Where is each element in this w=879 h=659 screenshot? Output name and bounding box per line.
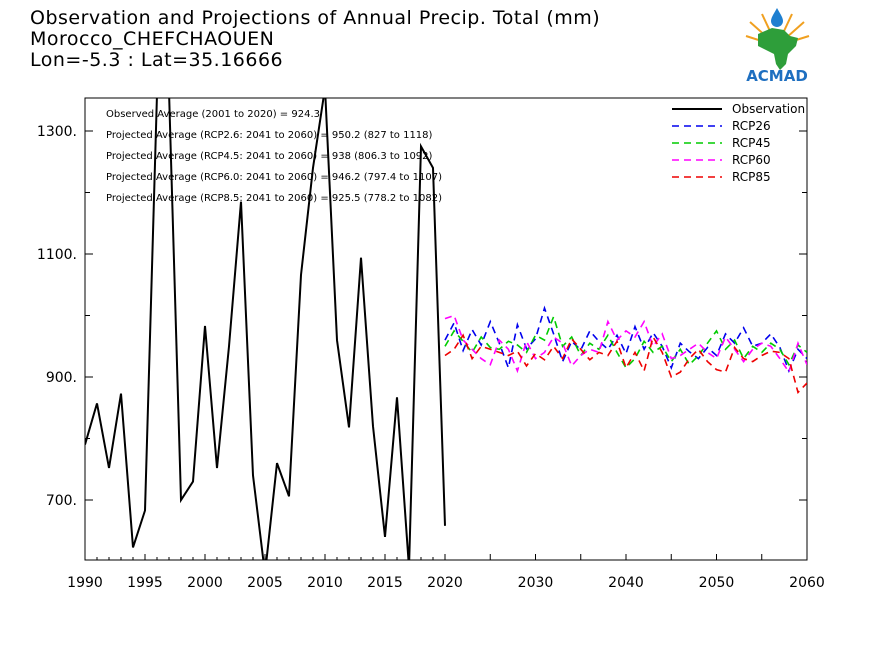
series-line-observation: [85, 98, 446, 560]
x-tick-label: 2040: [608, 575, 644, 591]
annotation-line: Observed Average (2001 to 2020) = 924.3: [106, 109, 320, 120]
location-name: Morocco_CHEFCHAOUEN: [30, 28, 275, 50]
y-tick-label: 1300.: [37, 124, 77, 140]
annotation-line: Projected Average (RCP4.5: 2041 to 2060)…: [106, 151, 433, 162]
acmad-logo: ACMAD: [736, 6, 818, 85]
acmad-logo-graphic: ACMAD: [745, 8, 810, 85]
logo-text: ACMAD: [746, 67, 808, 84]
series-line-rcp85: [444, 333, 807, 394]
legend-label: RCP26: [732, 119, 771, 133]
legend-label: RCP45: [732, 136, 771, 150]
legend-label: RCP85: [732, 170, 771, 184]
y-tick-label: 700.: [46, 493, 77, 509]
legend-label: RCP60: [732, 153, 771, 167]
logo-droplet-icon: [771, 8, 783, 27]
x-tick-label: 2020: [427, 575, 463, 591]
series-line-rcp45: [444, 314, 807, 370]
logo-africa-icon: [758, 28, 798, 70]
x-tick-label: 2060: [789, 575, 825, 591]
legend: Observation RCP26 RCP45 RCP60 RCP85: [672, 102, 805, 184]
x-tick-label: 2000: [187, 575, 223, 591]
x-tick-label: 2010: [307, 575, 343, 591]
series-layer: [85, 98, 807, 560]
chart-title-block: Observation and Projections of Annual Pr…: [30, 8, 600, 71]
y-tick-label: 900.: [46, 370, 77, 386]
annotation-line: Projected Average (RCP2.6: 2041 to 2060)…: [106, 130, 433, 141]
legend-label: Observation: [732, 102, 805, 116]
annotation-layer: Observed Average (2001 to 2020) = 924.3 P…: [106, 109, 442, 204]
chart-axes: 1990 1995 2000 2005 2010 2015 2020 2030 2040 2050…: [37, 97, 825, 591]
x-tick-label: 1990: [67, 575, 103, 591]
y-tick-label: 1100.: [37, 247, 77, 263]
x-tick-label: 2030: [518, 575, 554, 591]
coordinates: Lon=-5.3 : Lat=35.16666: [30, 49, 284, 71]
annotation-line: Projected Average (RCP6.0: 2041 to 2060)…: [106, 172, 442, 183]
x-tick-label: 2005: [247, 575, 283, 591]
chart-title: Observation and Projections of Annual Pr…: [30, 7, 601, 29]
annotation-line: Projected Average (RCP8.5: 2041 to 2060)…: [106, 193, 442, 204]
series-line-rcp60: [444, 314, 807, 374]
x-tick-label: 2050: [699, 575, 735, 591]
x-tick-label: 1995: [127, 575, 163, 591]
plot-frame: [84, 97, 808, 561]
x-tick-label: 2015: [367, 575, 403, 591]
